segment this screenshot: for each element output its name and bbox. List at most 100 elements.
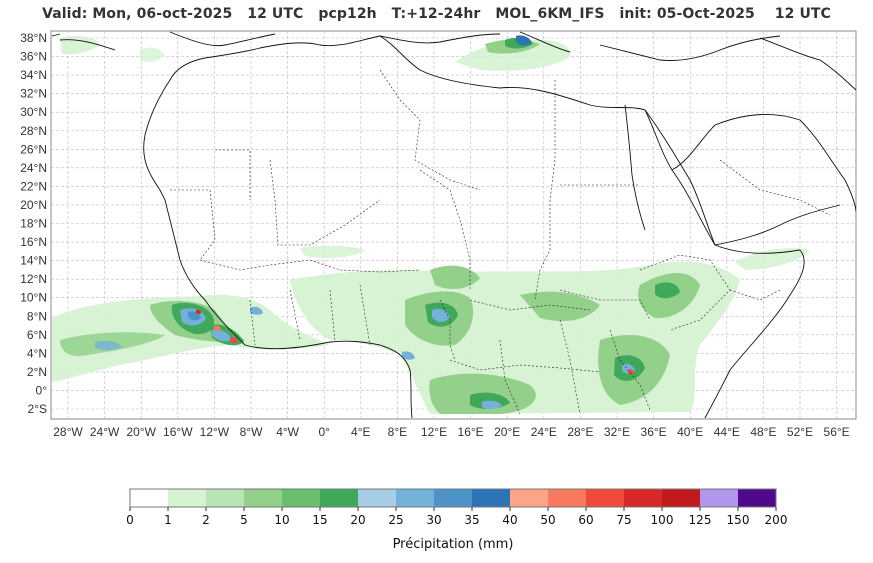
country-borders — [170, 69, 831, 415]
lat-label: 38°N — [20, 31, 47, 45]
colorbar-tick-label: 40 — [502, 513, 517, 527]
colorbar-tick-label: 15 — [312, 513, 327, 527]
lat-label: 20°N — [20, 198, 47, 212]
lon-label: 0° — [318, 425, 330, 439]
border-south-sudan — [559, 289, 651, 321]
colorbar-label: Précipitation (mm) — [392, 537, 514, 552]
map-title: Valid: Mon, 06-oct-2025 12 UTC pcp12h T:… — [42, 6, 831, 22]
border-niger-chad — [419, 169, 471, 290]
europe-coastline — [59, 31, 781, 61]
africa-coastline — [51, 33, 805, 419]
colorbar-tick-label: 75 — [616, 513, 631, 527]
lon-label: 16°E — [458, 425, 484, 439]
lon-label: 36°E — [641, 425, 667, 439]
latitude-labels: 38°N 36°N 34°N 32°N 30°N 28°N 26°N 24°N 22°N 20°N… — [20, 31, 47, 416]
precip-sierraleone-red — [214, 325, 221, 332]
border-mauritania — [170, 189, 216, 261]
colorbar-tick-label: 150 — [727, 513, 750, 527]
arabia-coastline — [671, 37, 856, 246]
colorbar-tick-label: 200 — [765, 513, 788, 527]
colorbar-swatch — [206, 489, 245, 507]
precip-sahel-west-light — [300, 245, 365, 258]
border-ethiopia — [639, 254, 731, 331]
border-algeria-mali — [269, 159, 381, 246]
border-west-sahara — [215, 149, 251, 200]
precip-liberia-red — [230, 337, 238, 344]
lat-label: 24°N — [20, 161, 47, 175]
colorbar-tick-label: 2 — [202, 513, 210, 527]
colorbar-tick-label: 20 — [350, 513, 365, 527]
lat-label: 10°N — [20, 291, 47, 305]
lat-label: 12°N — [20, 272, 47, 286]
colorbar-tick-label: 5 — [240, 513, 248, 527]
precip-atlas-light — [140, 47, 165, 63]
border-congo — [449, 359, 601, 373]
lon-label: 8°E — [388, 425, 407, 439]
colorbar-outline — [129, 488, 777, 508]
precip-ethiopia-light — [735, 248, 810, 270]
colorbar-tick-label: 125 — [689, 513, 712, 527]
border-sahel-west — [199, 259, 421, 273]
colorbar-tick-label: 25 — [388, 513, 403, 527]
lat-label: 36°N — [20, 50, 47, 64]
lat-label: 22°N — [20, 179, 47, 193]
colorbar-tick-label: 100 — [651, 513, 674, 527]
lon-label: 20°E — [494, 425, 520, 439]
precip-cameroon-green — [430, 265, 480, 290]
precip-mediterranean-light — [455, 39, 571, 71]
lon-label: 4°E — [351, 425, 370, 439]
lon-label: 40°E — [677, 425, 703, 439]
lat-label: 4°N — [27, 346, 47, 360]
colorbar-swatch — [168, 489, 207, 507]
border-ghana-etc — [249, 284, 371, 346]
precip-atlantic-blue — [95, 340, 122, 351]
lon-label: 32°E — [604, 425, 630, 439]
colorbar-swatch — [130, 489, 169, 507]
red-sea-coast — [644, 109, 716, 246]
lat-label: 16°N — [20, 235, 47, 249]
lon-label: 20°W — [126, 425, 156, 439]
border-east-africa — [609, 329, 651, 411]
lat-label: 34°N — [20, 68, 47, 82]
colorbar: 0 1 2 5 10 15 20 25 30 35 40 50 60 75 100 125 150 200 — [126, 488, 788, 527]
border-chad-sudan — [534, 200, 551, 301]
map-frame — [50, 30, 857, 420]
precip-sudan-green — [520, 291, 600, 322]
colorbar-tick-label: 30 — [426, 513, 441, 527]
precip-med-blue — [516, 35, 532, 46]
lon-label: 8°W — [240, 425, 263, 439]
precip-nigeria-blue — [432, 308, 450, 323]
colorbar-swatch — [586, 489, 625, 507]
coastlines — [51, 31, 856, 419]
lat-label: 32°N — [20, 87, 47, 101]
lat-label: 2°N — [27, 365, 47, 379]
precip-areas — [52, 35, 810, 414]
colorbar-tick-label: 0 — [126, 513, 134, 527]
colorbar-swatch — [738, 489, 777, 507]
nile-line — [624, 104, 646, 231]
colorbar-tick-label: 50 — [540, 513, 555, 527]
lat-label: 2°S — [28, 402, 47, 416]
colorbar-swatch — [434, 489, 473, 507]
colorbar-swatch — [624, 489, 663, 507]
border-zaire — [499, 319, 581, 415]
border-saudi — [719, 159, 831, 216]
precip-liberia-blue — [212, 329, 232, 342]
lon-label: 24°W — [90, 425, 120, 439]
lat-label: 8°N — [27, 309, 47, 323]
colorbar-swatch — [282, 489, 321, 507]
lon-label: 24°E — [531, 425, 557, 439]
precip-iberia-light — [60, 36, 100, 55]
precip-uganda-red — [628, 369, 634, 375]
lon-label: 48°E — [750, 425, 776, 439]
longitude-labels: 28°W 24°W 20°W 16°W 12°W 8°W 4°W 0° 4°E 8°E 12°E 16… — [53, 425, 849, 439]
lon-label: 4°W — [276, 425, 299, 439]
colorbar-tick-label: 35 — [464, 513, 479, 527]
lon-label: 16°W — [163, 425, 193, 439]
colorbar-tick-label: 10 — [274, 513, 289, 527]
precip-congo-blue — [482, 400, 502, 410]
border-libya-egypt — [549, 80, 556, 201]
colorbar-tick-label: 60 — [578, 513, 593, 527]
colorbar-tick-label: 1 — [164, 513, 172, 527]
